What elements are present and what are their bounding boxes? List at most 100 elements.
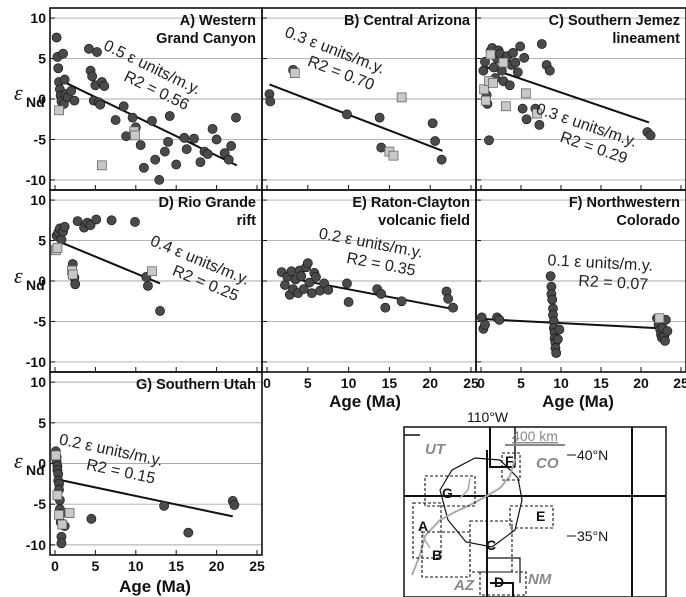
data-point-circle-d — [143, 280, 153, 291]
y-axis-label-row2: ε Nd — [14, 263, 45, 293]
y-tick-label-a: -10 — [26, 172, 46, 188]
data-point-circle-c — [534, 119, 545, 130]
data-point-circle-f — [545, 271, 556, 282]
data-point-circle-b — [427, 118, 438, 129]
panel-title-c: lineament — [612, 31, 680, 47]
data-point-square-g — [54, 509, 64, 520]
panel-title-a: Grand Canyon — [156, 31, 256, 47]
data-point-square-g — [50, 450, 61, 461]
data-point-circle-d — [70, 279, 81, 290]
data-point-square-c — [520, 88, 531, 99]
state-label-az: AZ — [453, 577, 475, 594]
panel-frame-f — [475, 189, 686, 373]
x-tick-label-f: 10 — [553, 375, 569, 391]
slope-annotation-f: 0.1 ε units/m.y. — [547, 252, 653, 275]
data-point-circle-a — [179, 132, 190, 143]
data-point-circle-c — [645, 130, 656, 141]
data-point-square-b — [388, 150, 399, 161]
data-point-circle-a — [150, 154, 161, 165]
x-tick-label-e: 10 — [341, 375, 357, 391]
data-point-square-d — [67, 269, 78, 280]
region-box-e — [509, 505, 554, 529]
data-point-square-a — [130, 130, 140, 141]
x-tick-label-e: 15 — [382, 375, 398, 391]
data-point-circle-a — [207, 124, 218, 134]
data-point-circle-a — [223, 154, 234, 165]
x-tick-label-e: 5 — [304, 375, 312, 391]
data-point-circle-a — [159, 146, 170, 157]
annotation-b: 0.3 ε units/m.y.R2 = 0.70 — [282, 24, 387, 94]
y-tick-label-g: 5 — [38, 415, 46, 431]
x-tick-label-e: 0 — [263, 375, 271, 391]
data-point-circle-a — [92, 47, 102, 57]
data-point-circle-c — [512, 67, 523, 78]
trend-line-g — [58, 478, 233, 518]
data-point-circle-d — [91, 214, 102, 225]
r2-annotation-f: R2 = 0.07 — [578, 273, 649, 294]
data-point-circle-e — [280, 280, 290, 290]
data-point-circle-a — [87, 71, 98, 82]
y-axis-label-row1: ε Nd — [14, 80, 45, 110]
data-point-square-g — [64, 508, 75, 518]
data-point-circle-e — [296, 271, 307, 282]
data-point-circle-c — [517, 103, 528, 114]
data-point-circle-e — [380, 302, 391, 313]
x-tick-label-g: 10 — [128, 558, 144, 574]
region-label-c: C — [486, 537, 496, 553]
y-tick-label-g: 10 — [30, 374, 46, 390]
y-tick-label-a: 10 — [30, 10, 46, 26]
annotation-c: 0.3 ε units/m.y.R2 = 0.29 — [534, 101, 639, 168]
data-point-circle-a — [121, 131, 132, 142]
data-point-circle-c — [519, 52, 530, 63]
data-point-circle-a — [195, 157, 206, 168]
data-point-square-g — [52, 490, 63, 501]
data-point-circle-e — [302, 258, 313, 269]
y-tick-label-a: -5 — [34, 131, 47, 147]
x-tick-label-g: 15 — [168, 558, 184, 574]
panel-c: C) Southern Jemez lineament 0.3 ε units/m.… — [475, 7, 686, 191]
data-point-circle-d — [56, 234, 67, 245]
y-label-sub: Nd — [26, 94, 45, 110]
data-point-circle-a — [164, 111, 175, 121]
x-axis-label-e: Age (Ma) — [329, 392, 401, 411]
data-point-circle-c — [521, 114, 532, 125]
data-point-circle-a — [127, 112, 138, 123]
x-tick-label-f: 5 — [517, 375, 525, 391]
data-point-circle-f — [662, 326, 673, 337]
y-tick-label-g: -5 — [34, 496, 47, 512]
data-point-circle-e — [286, 266, 297, 277]
data-point-square-a — [54, 105, 64, 116]
y-label-sub: Nd — [26, 277, 45, 293]
data-point-circle-c — [496, 65, 507, 76]
x-axis-label-f: Age (Ma) — [542, 392, 614, 411]
data-point-circle-d — [155, 306, 165, 316]
data-point-circle-a — [118, 101, 129, 112]
data-point-circle-e — [376, 289, 387, 299]
y-tick-label-d: 0 — [38, 273, 46, 289]
y-tick-label-d: 5 — [38, 233, 46, 249]
data-point-circle-b — [374, 112, 385, 123]
region-box-g — [424, 475, 476, 507]
data-point-circle-c — [478, 65, 489, 76]
y-tick-label-a: 0 — [38, 91, 46, 107]
data-point-circle-e — [306, 288, 317, 299]
scale-label: 400 km — [512, 428, 558, 444]
data-point-square-c — [500, 101, 511, 112]
data-point-square-c — [485, 49, 496, 60]
data-point-circle-a — [66, 86, 77, 96]
data-point-circle-a — [69, 95, 80, 106]
region-label-f: F — [505, 453, 514, 469]
data-point-circle-a — [58, 48, 68, 59]
data-point-square-c — [479, 84, 490, 95]
region-label-g: G — [442, 485, 453, 501]
data-point-circle-a — [171, 159, 182, 170]
data-point-circle-c — [510, 57, 521, 68]
panel-title-d: rift — [237, 213, 257, 229]
panel-g: 10 5 0 -5 -10 0 5 10 15 20 25 G) Southern Utah 0.2 ε… — [26, 371, 265, 574]
y-label-sub: Nd — [26, 462, 45, 478]
data-point-circle-e — [298, 284, 309, 294]
data-point-square-b — [289, 68, 300, 78]
data-point-circle-a — [59, 74, 70, 85]
state-border-mexico — [490, 582, 514, 597]
